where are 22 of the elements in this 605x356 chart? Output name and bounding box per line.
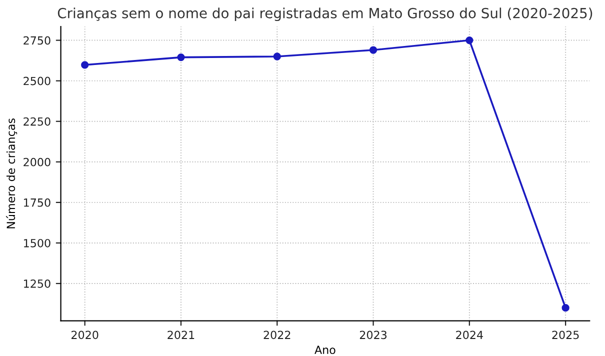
y-tick-label: 1250 (24, 279, 50, 288)
x-tick-label: 2020 (72, 330, 98, 340)
y-tick-label: 2250 (24, 117, 50, 126)
y-tick-label: 2500 (24, 76, 50, 86)
x-tick-label: 2024 (456, 330, 483, 340)
point (562, 304, 570, 312)
x-tick-label: 2022 (264, 330, 290, 340)
point (466, 36, 474, 44)
y-tick-label: 1500 (24, 238, 50, 248)
x-tick-label: 2021 (168, 330, 194, 340)
y-tick-label: 2750 (24, 36, 50, 45)
x-tick-label: 2025 (552, 330, 579, 340)
y-tick-label: 2000 (24, 158, 50, 166)
point (273, 52, 281, 60)
x-tick-label: 2023 (360, 330, 387, 340)
chart-title: Crianças sem o nome do pai registradas em Mato Grosso do Sul (2020-2025) (58, 8, 592, 22)
x-axis-title: Ano (314, 346, 336, 354)
y-axis-title: Número de crianças (6, 118, 18, 228)
y-tick-label: 1750 (24, 198, 50, 207)
point (81, 61, 89, 69)
point (177, 53, 185, 62)
point (369, 46, 378, 54)
